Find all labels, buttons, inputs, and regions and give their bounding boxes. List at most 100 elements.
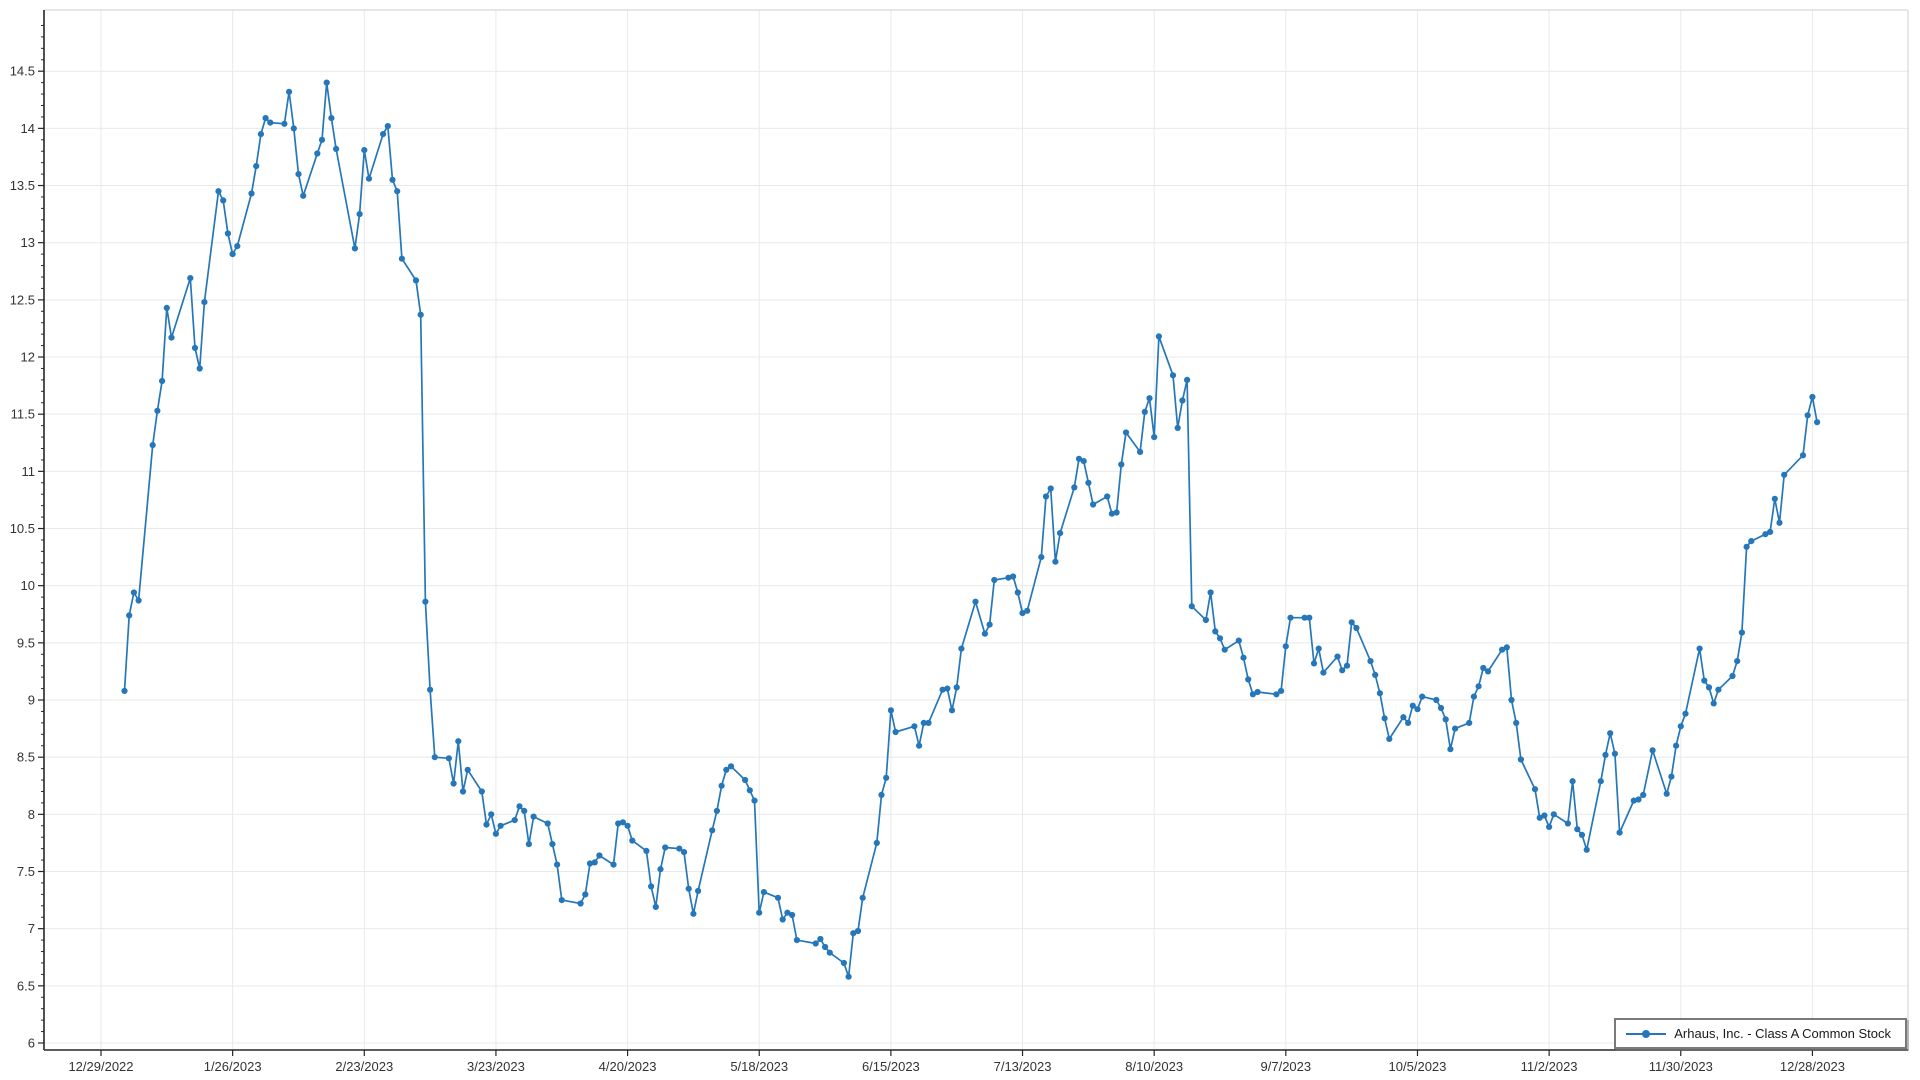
data-point-marker[interactable] [1602,751,1609,759]
data-point-marker[interactable] [854,927,862,935]
data-point-marker[interactable] [1771,495,1778,502]
data-point-marker[interactable] [361,147,368,154]
data-point-marker[interactable] [1090,501,1097,508]
data-point-marker[interactable] [1155,333,1162,340]
data-point-marker[interactable] [1475,683,1482,690]
data-point-marker[interactable] [544,820,551,827]
data-point-marker[interactable] [643,847,650,855]
data-point-marker[interactable] [365,175,373,182]
data-point-marker[interactable] [286,88,293,95]
data-point-marker[interactable] [615,820,622,827]
data-point-marker[interactable] [1118,461,1125,468]
data-point-marker[interactable] [1663,790,1670,797]
data-point-marker[interactable] [1569,778,1576,785]
data-point-marker[interactable] [577,900,584,907]
data-point-marker[interactable] [1240,654,1247,661]
data-point-marker[interactable] [1348,619,1355,626]
data-point-marker[interactable] [840,959,848,967]
data-point-marker[interactable] [1400,714,1407,721]
data-point-marker[interactable] [1108,510,1115,517]
data-point-marker[interactable] [1047,485,1054,492]
data-point-marker[interactable] [1696,645,1703,652]
data-point-marker[interactable] [1113,509,1120,516]
data-point-marker[interactable] [1433,696,1440,704]
data-point-marker[interactable] [1310,660,1318,667]
data-point-marker[interactable] [300,192,307,199]
data-point-marker[interactable] [1484,668,1492,675]
data-point-marker[interactable] [1409,702,1416,709]
data-point-marker[interactable] [464,766,471,773]
data-point-marker[interactable] [850,930,857,937]
data-point-marker[interactable] [793,937,801,944]
data-point-marker[interactable] [516,803,523,810]
data-point-marker[interactable] [1372,671,1379,679]
data-point-marker[interactable] [1673,742,1680,749]
data-point-marker[interactable] [1024,607,1031,614]
data-point-marker[interactable] [384,123,391,130]
data-point-marker[interactable] [1249,691,1256,698]
data-point-marker[interactable] [1339,667,1346,674]
data-point-marker[interactable] [1381,715,1388,722]
data-point-marker[interactable] [1010,573,1017,580]
data-point-marker[interactable] [652,903,659,911]
data-point-marker[interactable] [1334,653,1341,660]
data-point-marker[interactable] [1386,735,1393,743]
data-point-marker[interactable] [1188,603,1195,610]
data-point-marker[interactable] [1466,719,1473,727]
data-point-marker[interactable] [1715,686,1722,693]
data-point-marker[interactable] [1315,645,1322,652]
data-point-marker[interactable] [751,797,758,804]
data-point-marker[interactable] [1306,614,1313,621]
data-point-marker[interactable] [196,365,203,372]
data-point-marker[interactable] [723,766,730,773]
data-point-marker[interactable] [948,707,956,714]
data-point-marker[interactable] [497,822,504,829]
data-point-marker[interactable] [695,887,702,895]
data-point-marker[interactable] [417,311,424,318]
data-point-marker[interactable] [939,686,946,693]
data-point-marker[interactable] [1282,643,1289,650]
data-point-marker[interactable] [281,120,288,127]
data-point-marker[interactable] [1442,716,1449,723]
data-point-marker[interactable] [1677,723,1684,730]
data-point-marker[interactable] [981,630,989,637]
data-point-marker[interactable] [1414,706,1421,713]
data-point-marker[interactable] [394,188,401,195]
data-point-marker[interactable] [1254,688,1261,696]
legend[interactable]: Arhaus, Inc. - Class A Common Stock [1614,1018,1907,1049]
data-point-marker[interactable] [1174,424,1181,431]
data-point-marker[interactable] [991,576,998,584]
data-point-marker[interactable] [1141,408,1148,415]
data-point-marker[interactable] [1146,395,1153,402]
data-point-marker[interactable] [1503,644,1510,651]
data-point-marker[interactable] [1202,616,1209,624]
data-point-marker[interactable] [318,136,326,143]
data-point-marker[interactable] [530,813,537,820]
data-point-marker[interactable] [685,885,692,892]
data-point-marker[interactable] [925,719,932,727]
data-point-marker[interactable] [1080,458,1087,465]
data-point-marker[interactable] [1019,610,1026,617]
data-point-marker[interactable] [1452,725,1459,732]
data-point-marker[interactable] [1607,730,1614,737]
data-point-marker[interactable] [774,894,782,901]
data-point-marker[interactable] [1320,669,1327,676]
data-point-marker[interactable] [953,684,960,691]
data-point-marker[interactable] [328,115,335,122]
data-point-marker[interactable] [784,909,791,916]
data-point-marker[interactable] [483,821,490,828]
data-point-marker[interactable] [1508,696,1515,704]
data-point-marker[interactable] [234,243,241,250]
data-point-marker[interactable] [431,754,438,761]
data-point-marker[interactable] [883,774,890,781]
data-point-marker[interactable] [450,780,457,787]
data-point-marker[interactable] [389,176,396,183]
data-point-marker[interactable] [1536,814,1543,821]
data-point-marker[interactable] [1729,672,1736,680]
data-point-marker[interactable] [1748,538,1755,545]
data-point-marker[interactable] [1122,429,1130,436]
data-point-marker[interactable] [859,894,866,901]
data-point-marker[interactable] [1781,471,1788,478]
